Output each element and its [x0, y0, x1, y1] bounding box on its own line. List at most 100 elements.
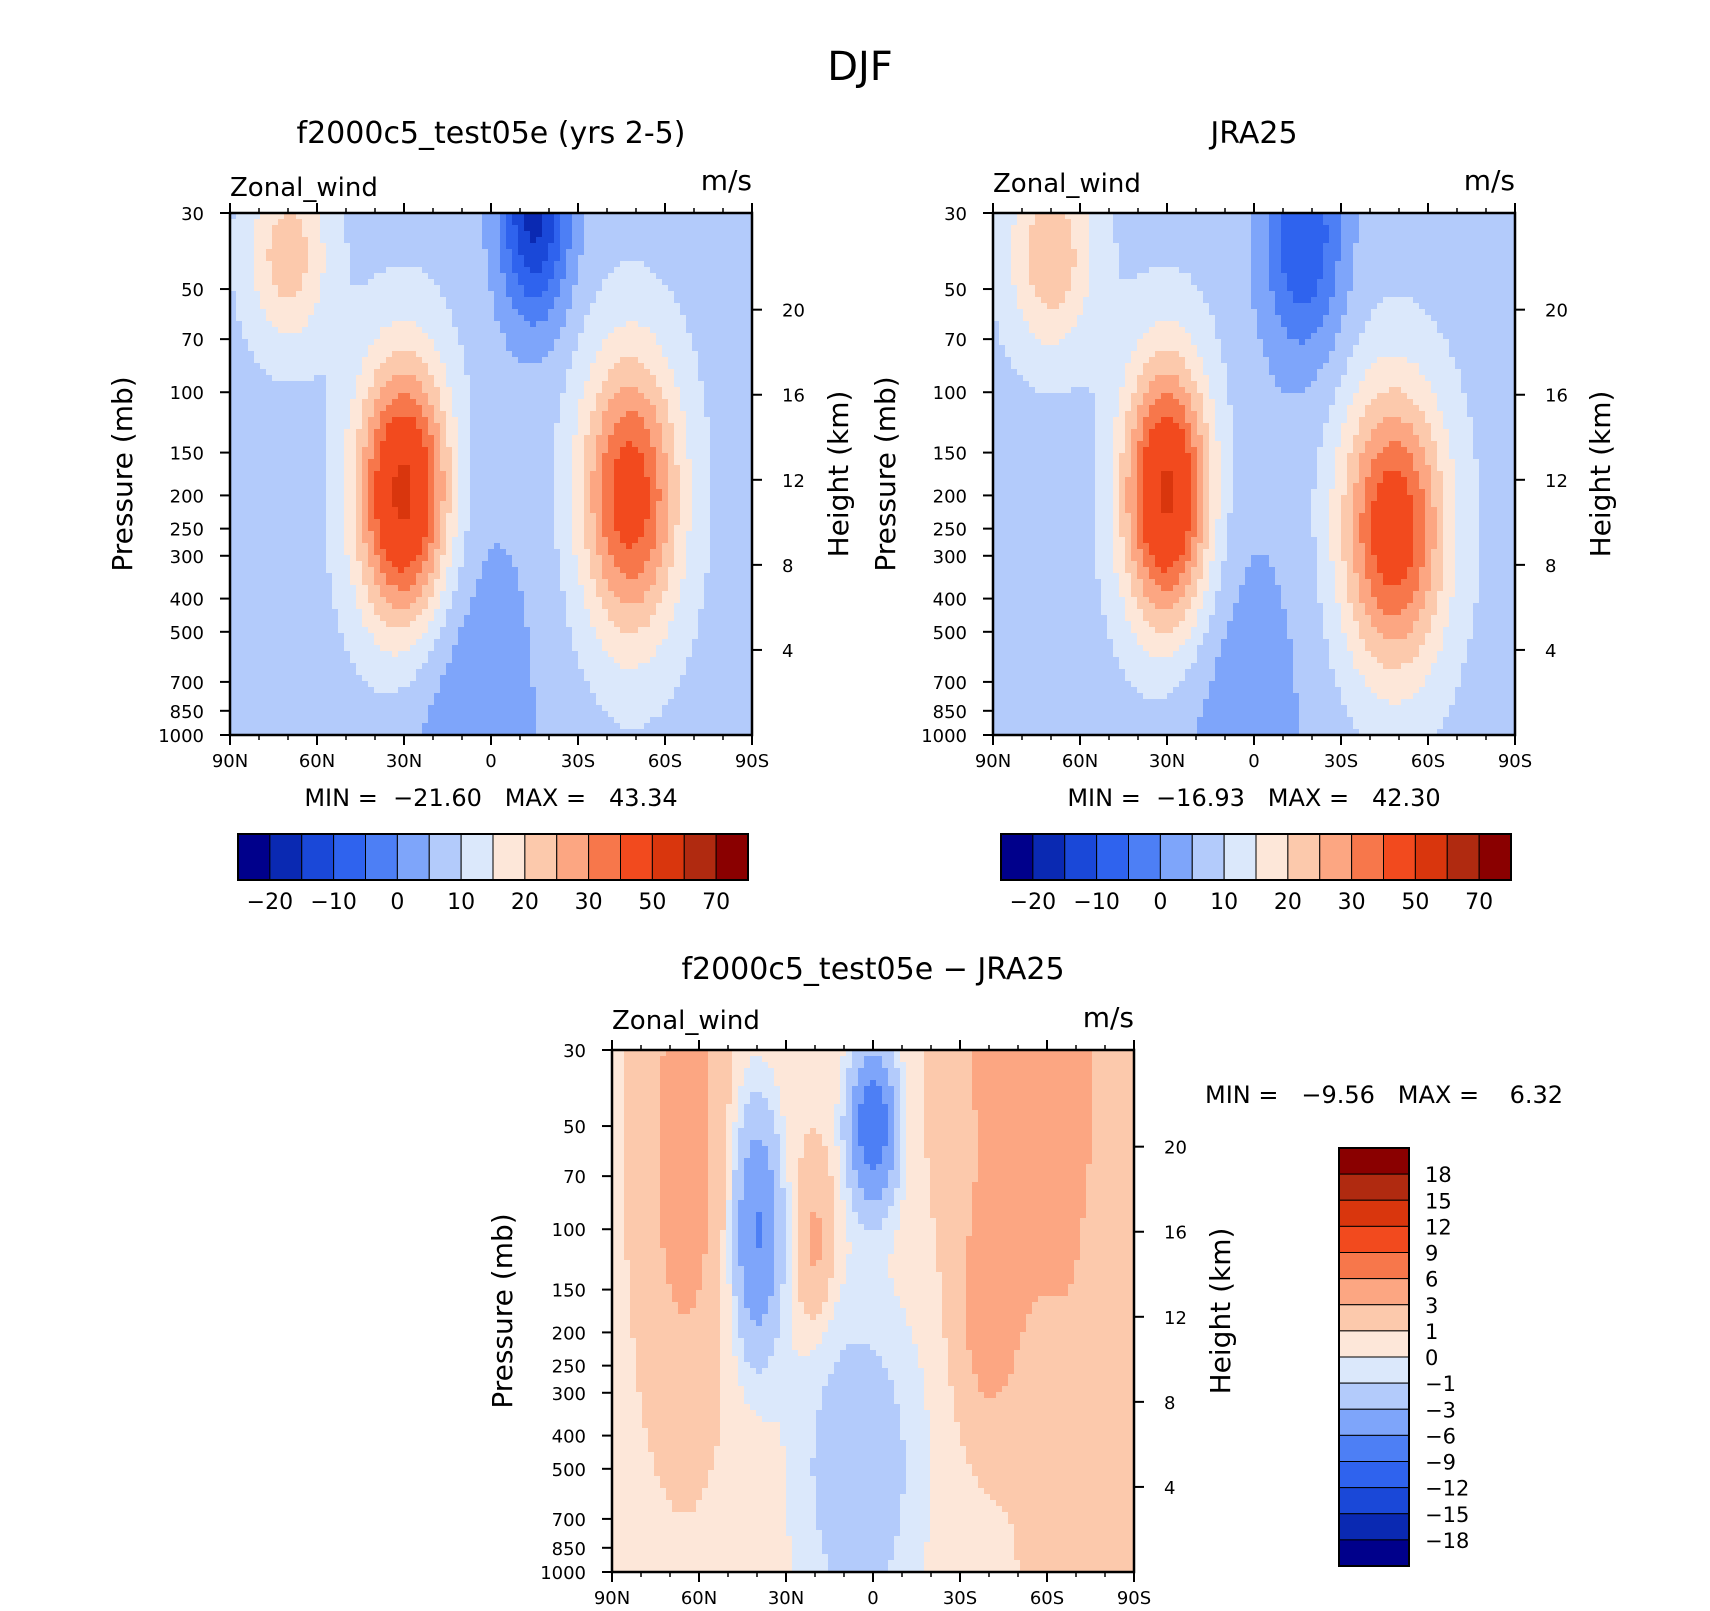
y2-axis-title: Height (km)	[822, 391, 855, 558]
y2-tick-label: 16	[782, 386, 805, 407]
colorbar-label: 0	[1425, 1346, 1438, 1370]
panel-difference: f2000c5_test05e − JRA25 Zonal_wind m/s 9…	[486, 952, 1563, 1609]
colorbar-swatch	[1191, 833, 1225, 881]
colorbar-label: −6	[1425, 1424, 1456, 1448]
colorbar-swatch	[1000, 833, 1034, 881]
y-tick-label: 50	[181, 280, 204, 301]
x-tick-label: 90S	[1117, 1588, 1151, 1609]
y-tick-label: 500	[933, 623, 967, 644]
x-tick-label: 0	[1248, 751, 1259, 772]
y-axis-title: Pressure (mb)	[486, 1213, 519, 1408]
y2-tick-label: 12	[1164, 1308, 1187, 1329]
colorbar-label: 50	[1401, 890, 1429, 915]
x-tick-label: 30S	[943, 1588, 977, 1609]
colorbar-label: −10	[310, 890, 356, 915]
colorbar-swatch	[333, 833, 366, 881]
y2-tick-label: 16	[1545, 386, 1568, 407]
colorbar-label: 6	[1425, 1268, 1438, 1292]
colorbar-swatch	[1338, 1330, 1410, 1358]
y-tick-label: 200	[933, 486, 967, 507]
colorbar-swatch	[1255, 833, 1289, 881]
y2-axis-title: Height (km)	[1584, 391, 1617, 558]
panel-jra25: JRA25 Zonal_wind m/s 90N 60N 30N 0 30S 60S 90S…	[869, 116, 1617, 915]
colorbar-swatch	[524, 833, 558, 881]
colorbar-swatch	[1351, 833, 1384, 881]
colorbar-label: 9	[1425, 1242, 1438, 1266]
colorbar-swatch	[1159, 833, 1193, 881]
colorbar-swatch	[1128, 833, 1161, 881]
y-tick-label: 850	[552, 1539, 586, 1560]
colorbar-swatch	[1032, 833, 1066, 881]
contour-field	[612, 1050, 1134, 1572]
x-tick-label: 90N	[975, 751, 1011, 772]
y2-tick-label: 12	[782, 471, 805, 492]
colorbar-swatch	[1338, 1434, 1410, 1462]
variable-label: Zonal_wind	[993, 169, 1141, 199]
y-tick-label: 700	[933, 673, 967, 694]
colorbar-swatch	[1338, 1408, 1410, 1436]
y2-tick-label: 12	[1545, 471, 1568, 492]
colorbar-swatch	[1338, 1199, 1410, 1227]
y2-tick-label: 20	[1164, 1138, 1187, 1159]
y2-tick-label: 20	[782, 301, 805, 322]
colorbar-swatch	[683, 833, 717, 881]
x-tick-label: 30N	[386, 751, 422, 772]
units-label: m/s	[1083, 1001, 1134, 1034]
y-tick-label: 70	[563, 1167, 586, 1188]
colorbar-swatch	[1414, 833, 1448, 881]
y2-axis-title: Height (km)	[1204, 1228, 1237, 1395]
colorbar-swatch	[492, 833, 526, 881]
x-tick-label: 30S	[1324, 751, 1358, 772]
colorbar-swatch	[1223, 833, 1257, 881]
units-label: m/s	[701, 164, 752, 197]
y2-tick-label: 20	[1545, 301, 1568, 322]
colorbar-swatch	[620, 833, 653, 881]
y-tick-label: 300	[933, 547, 967, 568]
colorbar-swatch	[1338, 1278, 1410, 1306]
x-tick-label: 90S	[1498, 751, 1532, 772]
colorbar-swatch	[1338, 1539, 1410, 1567]
y-tick-label: 50	[563, 1117, 586, 1138]
colorbar-swatch	[651, 833, 685, 881]
colorbar-swatch	[715, 833, 749, 881]
colorbar-label: 10	[1210, 890, 1238, 915]
y-tick-label: 200	[170, 486, 204, 507]
y-tick-label: 500	[170, 623, 204, 644]
colorbar-swatch	[1338, 1147, 1410, 1175]
y2-tick-label: 4	[1164, 1478, 1175, 1499]
y-tick-label: 300	[170, 547, 204, 568]
y-tick-label: 700	[552, 1510, 586, 1531]
colorbar: −20 −10 0 10 20 30 50 70	[1000, 833, 1512, 915]
colorbar-label: 70	[1465, 890, 1493, 915]
variable-label: Zonal_wind	[612, 1006, 760, 1036]
colorbar-swatch	[237, 833, 271, 881]
x-tick-label: 30N	[768, 1588, 804, 1609]
panel-model: f2000c5_test05e (yrs 2-5) Zonal_wind m/s…	[106, 116, 855, 915]
x-tick-label: 90N	[212, 751, 248, 772]
y-tick-label: 150	[552, 1281, 586, 1302]
colorbar-label: −3	[1425, 1398, 1456, 1422]
y-tick-label: 850	[170, 702, 204, 723]
colorbar-label: 0	[1153, 890, 1167, 915]
y-tick-label: 30	[944, 204, 967, 225]
y-tick-label: 250	[170, 520, 204, 541]
y2-tick-label: 16	[1164, 1223, 1187, 1244]
figure-title: DJF	[827, 44, 893, 90]
colorbar-label: 0	[390, 890, 404, 915]
x-tick-label: 60N	[299, 751, 335, 772]
x-tick-label: 60N	[681, 1588, 717, 1609]
y-tick-label: 150	[170, 444, 204, 465]
y2-tick-label: 8	[1545, 556, 1556, 577]
min-max-stats: MIN = −9.56 MAX = 6.32	[1205, 1081, 1563, 1109]
y-tick-label: 400	[933, 590, 967, 611]
panel-title: f2000c5_test05e (yrs 2-5)	[297, 116, 686, 151]
colorbar-swatch	[1478, 833, 1512, 881]
y-tick-label: 850	[933, 702, 967, 723]
colorbar-label: 1	[1425, 1320, 1438, 1344]
x-tick-label: 90S	[735, 751, 769, 772]
colorbar-label: 70	[702, 890, 730, 915]
x-tick-label: 30S	[561, 751, 595, 772]
colorbar-swatch	[269, 833, 303, 881]
colorbar-swatch	[1319, 833, 1353, 881]
